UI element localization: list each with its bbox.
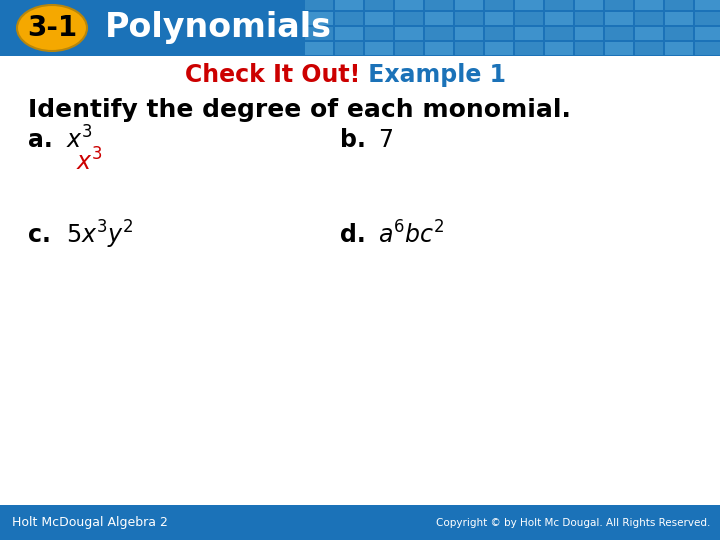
Bar <box>395 27 423 40</box>
Bar <box>635 27 663 40</box>
Bar <box>365 27 393 40</box>
Bar <box>485 27 513 40</box>
Bar <box>545 27 573 40</box>
Text: $x^3$: $x^3$ <box>76 148 103 176</box>
Bar <box>575 0 603 10</box>
Bar <box>335 12 363 25</box>
Bar <box>485 0 513 10</box>
Bar <box>455 27 483 40</box>
Bar <box>605 42 633 55</box>
Text: Check It Out!: Check It Out! <box>185 63 360 87</box>
Bar <box>605 12 633 25</box>
Bar <box>395 0 423 10</box>
Bar <box>665 42 693 55</box>
Bar <box>695 12 720 25</box>
Bar <box>545 0 573 10</box>
Ellipse shape <box>17 5 87 51</box>
Bar <box>425 27 453 40</box>
Bar <box>635 42 663 55</box>
Text: Holt McDougal Algebra 2: Holt McDougal Algebra 2 <box>12 516 168 529</box>
Bar <box>545 42 573 55</box>
Bar <box>515 42 543 55</box>
Bar <box>485 42 513 55</box>
Bar <box>605 27 633 40</box>
Bar <box>305 42 333 55</box>
Bar <box>365 0 393 10</box>
Bar <box>425 12 453 25</box>
Bar <box>635 12 663 25</box>
Bar <box>305 0 333 10</box>
Bar <box>455 42 483 55</box>
Text: Polynomials: Polynomials <box>105 11 332 44</box>
Bar <box>605 0 633 10</box>
Bar <box>305 27 333 40</box>
Text: 7: 7 <box>378 128 393 152</box>
Bar <box>335 42 363 55</box>
Bar <box>545 12 573 25</box>
Bar <box>635 0 663 10</box>
Text: Copyright © by Holt Mc Dougal. All Rights Reserved.: Copyright © by Holt Mc Dougal. All Right… <box>436 517 710 528</box>
Bar <box>365 42 393 55</box>
Bar <box>575 12 603 25</box>
Bar <box>395 42 423 55</box>
Text: Identify the degree of each monomial.: Identify the degree of each monomial. <box>28 98 571 122</box>
Bar <box>515 27 543 40</box>
Bar <box>395 12 423 25</box>
Text: $a^6bc^2$: $a^6bc^2$ <box>378 221 445 248</box>
Bar <box>665 12 693 25</box>
Bar <box>485 12 513 25</box>
Bar <box>695 27 720 40</box>
Text: $x^3$: $x^3$ <box>66 126 93 153</box>
Bar <box>665 27 693 40</box>
Text: b.: b. <box>340 128 366 152</box>
Bar <box>695 42 720 55</box>
Bar <box>455 0 483 10</box>
Bar <box>335 27 363 40</box>
Bar <box>575 27 603 40</box>
Bar <box>575 42 603 55</box>
Text: a.: a. <box>28 128 53 152</box>
Bar <box>365 12 393 25</box>
Text: 3-1: 3-1 <box>27 14 77 42</box>
Bar <box>425 42 453 55</box>
Bar <box>335 0 363 10</box>
Text: Example 1: Example 1 <box>360 63 506 87</box>
Bar <box>0 505 720 540</box>
Text: d.: d. <box>340 223 366 247</box>
Bar <box>455 12 483 25</box>
Text: $5x^3y^2$: $5x^3y^2$ <box>66 219 133 251</box>
Bar <box>515 0 543 10</box>
Bar <box>665 0 693 10</box>
Bar <box>305 12 333 25</box>
Bar <box>515 12 543 25</box>
Text: c.: c. <box>28 223 51 247</box>
Bar <box>0 0 720 56</box>
Bar <box>695 0 720 10</box>
Bar <box>425 0 453 10</box>
